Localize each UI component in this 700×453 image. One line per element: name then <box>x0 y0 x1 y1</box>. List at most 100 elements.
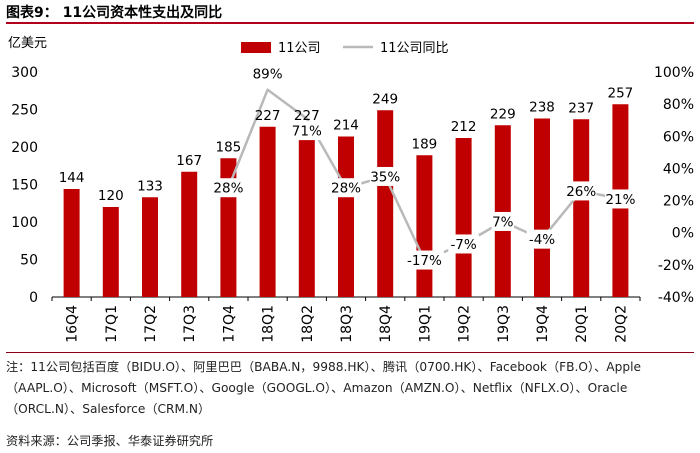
bar-value-label: 120 <box>98 188 124 204</box>
yoy-label: 7% <box>491 211 514 231</box>
bar-value-label: 214 <box>333 118 359 134</box>
x-tick-label: 19Q4 <box>535 305 551 343</box>
yoy-label-box <box>291 121 323 141</box>
x-tick-label: 17Q2 <box>143 305 159 343</box>
legend: 11公司 11公司同比 <box>241 41 449 56</box>
x-tick-label: 20Q2 <box>613 305 629 343</box>
axes: 亿美元 0 50 100 150 200 250 300 -40% -20% 0% 20% 40% 60%… <box>8 36 694 343</box>
y-tick-label: 100 <box>11 215 38 231</box>
x-tick-label: 19Q3 <box>496 305 512 343</box>
bar-value-label: 212 <box>451 119 477 135</box>
yoy-label-text: 28% <box>331 181 361 197</box>
yoy-label-box <box>526 229 558 249</box>
y2-tick-label: -40% <box>658 290 694 306</box>
footer-divider <box>6 352 694 353</box>
y-tick-label: 250 <box>11 103 38 119</box>
y-axis-unit: 亿美元 <box>8 36 47 51</box>
yoy-label: -4% <box>526 229 558 249</box>
bar <box>102 207 119 297</box>
yoy-label-text: 7% <box>492 214 514 230</box>
bar <box>573 119 590 297</box>
bar-value-label: 227 <box>294 108 320 124</box>
y-tick-label: 150 <box>11 178 38 194</box>
bar <box>298 126 315 297</box>
bar <box>181 171 198 297</box>
bar-value-label: 185 <box>216 139 242 155</box>
yoy-label-text: -7% <box>450 237 476 253</box>
x-tick-label: 18Q1 <box>261 305 277 343</box>
bar <box>534 118 550 297</box>
bar <box>338 136 354 297</box>
yoy-label-box <box>405 250 444 270</box>
title-divider <box>6 22 694 24</box>
x-tick-label: 17Q4 <box>221 305 237 343</box>
x-tick-label: 18Q2 <box>300 305 316 343</box>
yoy-label-box <box>605 189 636 209</box>
yoy-label-box <box>213 178 244 198</box>
y-tick-label: 300 <box>11 65 38 81</box>
bar-value-label: 237 <box>568 100 594 116</box>
yoy-label: 21% <box>605 189 636 209</box>
y2-tick-label: -20% <box>658 258 694 274</box>
x-tick-label: 16Q4 <box>65 305 81 343</box>
yoy-label-box <box>448 234 479 254</box>
y-tick-label: 200 <box>11 140 38 156</box>
chart: 亿美元 0 50 100 150 200 250 300 -40% -20% 0% 20% 40% 60%… <box>8 36 694 343</box>
x-tick-label: 19Q2 <box>457 305 473 343</box>
footnote: 注：11公司包括百度（BIDU.O）、阿里巴巴（BABA.N，9988.HK）、… <box>6 360 641 416</box>
bar <box>63 189 80 297</box>
yoy-label-text: 21% <box>605 192 635 208</box>
x-tick-label: 18Q4 <box>378 305 394 343</box>
data-labels: 144 120 133 167 185 227 227 214 249 189 212 229 238 2… <box>59 64 636 270</box>
y-tick-label: 50 <box>20 253 38 269</box>
yoy-label: 28% <box>213 178 244 198</box>
yoy-label-box <box>491 211 514 231</box>
legend-line-label: 11公司同比 <box>380 41 449 56</box>
yoy-label-text: -17% <box>407 253 442 269</box>
source-note: 资料来源：公司季报、华泰证券研究所 <box>6 434 214 448</box>
x-tick-label: 17Q1 <box>104 305 120 343</box>
bar <box>142 197 158 297</box>
bar-value-label: 133 <box>137 178 163 194</box>
y-tick-label: 0 <box>29 290 38 306</box>
yoy-label-text: 71% <box>292 124 322 140</box>
bar <box>416 155 433 297</box>
bar <box>455 138 472 297</box>
yoy-label-box <box>369 166 401 186</box>
bar-value-label: 189 <box>412 136 438 152</box>
bar-value-label: 229 <box>490 106 516 122</box>
yoy-label-text: 89% <box>253 67 283 83</box>
yoy-label: 28% <box>330 178 362 198</box>
x-tick-label: 19Q1 <box>417 305 433 343</box>
bar-value-label: 257 <box>608 85 634 101</box>
bar-value-label: 144 <box>59 170 85 186</box>
yoy-label-box <box>330 178 362 198</box>
bar-value-label: 249 <box>372 91 398 107</box>
bar <box>494 125 511 297</box>
yoy-label: -7% <box>448 234 479 254</box>
bar <box>259 126 276 297</box>
yoy-label-box <box>252 64 283 84</box>
y2-tick-label: 80% <box>663 97 694 113</box>
yoy-label: 89% <box>252 64 283 84</box>
bar-value-label: 227 <box>255 108 281 124</box>
y2-tick-label: 0% <box>672 226 694 242</box>
y2-tick-label: 100% <box>654 65 694 81</box>
chart-title: 图表9： 11公司资本性支出及同比 <box>6 5 223 21</box>
yoy-label-text: 26% <box>566 184 596 200</box>
bar-value-label: 167 <box>176 153 202 169</box>
x-tick-label: 17Q3 <box>182 305 198 343</box>
yoy-label-text: -4% <box>529 232 555 248</box>
y2-tick-label: 40% <box>663 161 694 177</box>
yoy-label: 71% <box>291 121 323 141</box>
legend-bar-swatch <box>241 42 271 53</box>
y2-tick-label: 60% <box>663 129 694 145</box>
x-tick-label: 18Q3 <box>339 305 355 343</box>
yoy-label: 26% <box>565 181 597 201</box>
yoy-label-box <box>565 181 597 201</box>
yoy-label: 35% <box>369 166 401 186</box>
yoy-label: -17% <box>405 250 444 270</box>
bar <box>377 110 394 297</box>
legend-bar-label: 11公司 <box>278 41 321 56</box>
x-tick-label: 20Q1 <box>574 305 590 343</box>
